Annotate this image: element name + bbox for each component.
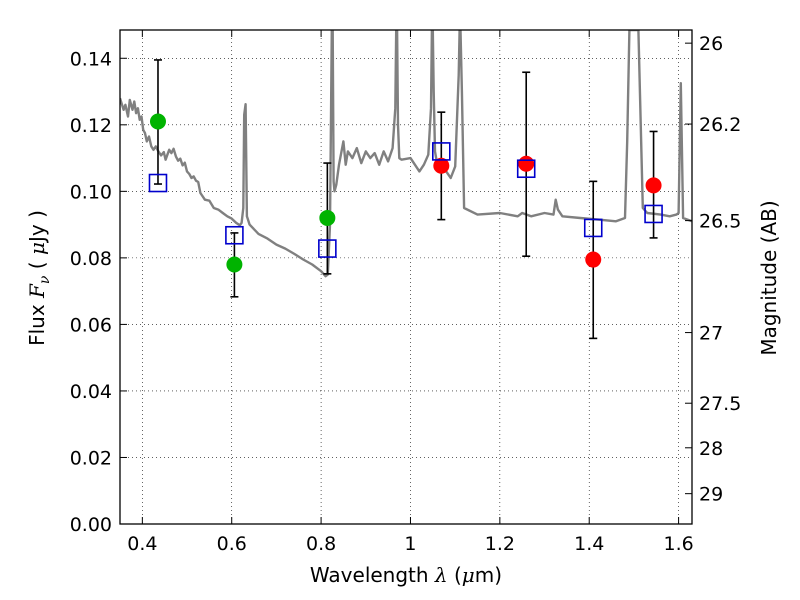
spectrum-line bbox=[120, 30, 692, 278]
y2-tick-label: 27 bbox=[699, 323, 723, 345]
x-tick-label: 1.2 bbox=[485, 533, 515, 555]
x-tick-label: 1 bbox=[404, 533, 416, 555]
model-point-square bbox=[225, 225, 244, 245]
x-axis-ticks: 0.4 0.6 0.8 1 1.2 1.4 1.6 bbox=[127, 30, 694, 555]
y-tick-label: 0.04 bbox=[70, 381, 112, 403]
y-axis-ticks: 0.00 0.02 0.04 0.06 0.08 0.10 0.12 0.14 bbox=[70, 48, 127, 536]
x-tick-label: 0.4 bbox=[127, 533, 157, 555]
y-tick-label: 0.02 bbox=[70, 447, 112, 469]
data-point-circle bbox=[226, 256, 243, 273]
markers bbox=[148, 113, 663, 273]
data-point-circle bbox=[585, 251, 602, 268]
y2-axis-ticks: 26 26.2 26.5 27 27.5 28 29 bbox=[685, 33, 741, 506]
plot-frame bbox=[119, 29, 693, 525]
x-axis-title: Wavelength λ (μm) bbox=[310, 563, 502, 587]
model-point-square bbox=[583, 218, 603, 238]
y-tick-label: 0.10 bbox=[70, 181, 112, 203]
data-point-circle bbox=[433, 157, 450, 174]
data-point-circle bbox=[645, 177, 662, 194]
y-tick-label: 0.14 bbox=[70, 48, 112, 70]
x-tick-label: 0.8 bbox=[306, 533, 336, 555]
model-point-square bbox=[432, 142, 451, 161]
y-axis-title: Flux Fν ( μJy ) bbox=[25, 210, 53, 346]
x-tick-label: 1.6 bbox=[663, 533, 693, 555]
y2-axis-title: Magnitude (AB) bbox=[757, 200, 781, 355]
x-tick-label: 0.6 bbox=[217, 533, 247, 555]
model-point-square bbox=[318, 239, 337, 258]
y2-tick-label: 28 bbox=[699, 438, 723, 460]
y2-tick-label: 26.5 bbox=[699, 211, 741, 233]
x-tick-label: 1.4 bbox=[574, 533, 604, 555]
model-point-square bbox=[516, 159, 536, 179]
y-tick-label: 0.08 bbox=[70, 248, 112, 270]
y-tick-label: 0.00 bbox=[70, 514, 112, 536]
model-point-square bbox=[148, 173, 168, 193]
y2-tick-label: 26 bbox=[699, 33, 723, 55]
model-point-square bbox=[644, 204, 663, 224]
y-tick-label: 0.12 bbox=[70, 115, 112, 137]
data-point-circle bbox=[149, 113, 166, 130]
y2-tick-label: 26.2 bbox=[699, 114, 741, 136]
data-point-circle bbox=[518, 155, 535, 172]
y2-tick-label: 27.5 bbox=[699, 393, 741, 415]
model-spectrum bbox=[120, 30, 692, 278]
y2-tick-label: 29 bbox=[699, 484, 723, 506]
data-point-circle bbox=[319, 209, 336, 226]
y-tick-label: 0.06 bbox=[70, 314, 112, 336]
